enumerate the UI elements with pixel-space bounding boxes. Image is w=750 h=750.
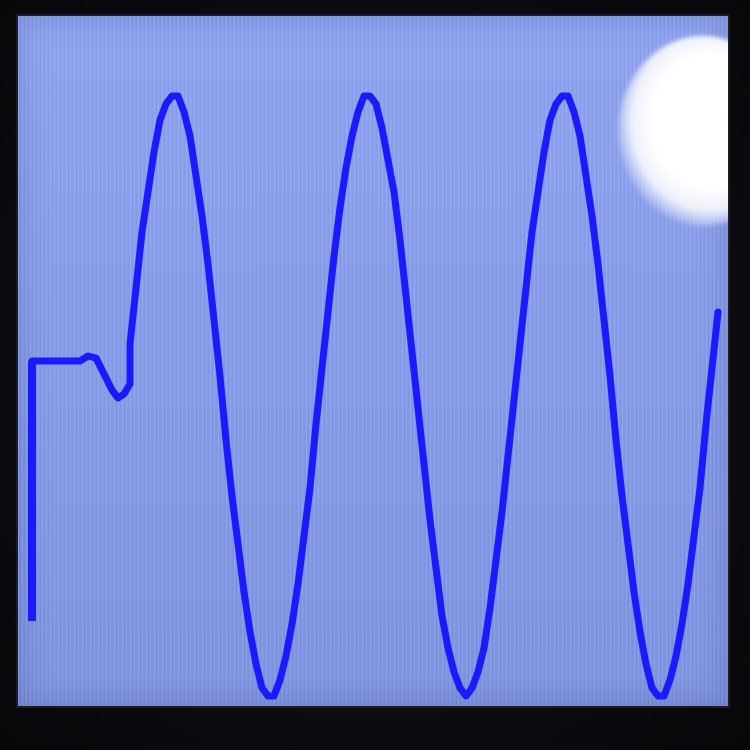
- waveform-trace: [28, 92, 722, 700]
- lcd-screen: [18, 16, 728, 706]
- waveform-display: [28, 92, 722, 700]
